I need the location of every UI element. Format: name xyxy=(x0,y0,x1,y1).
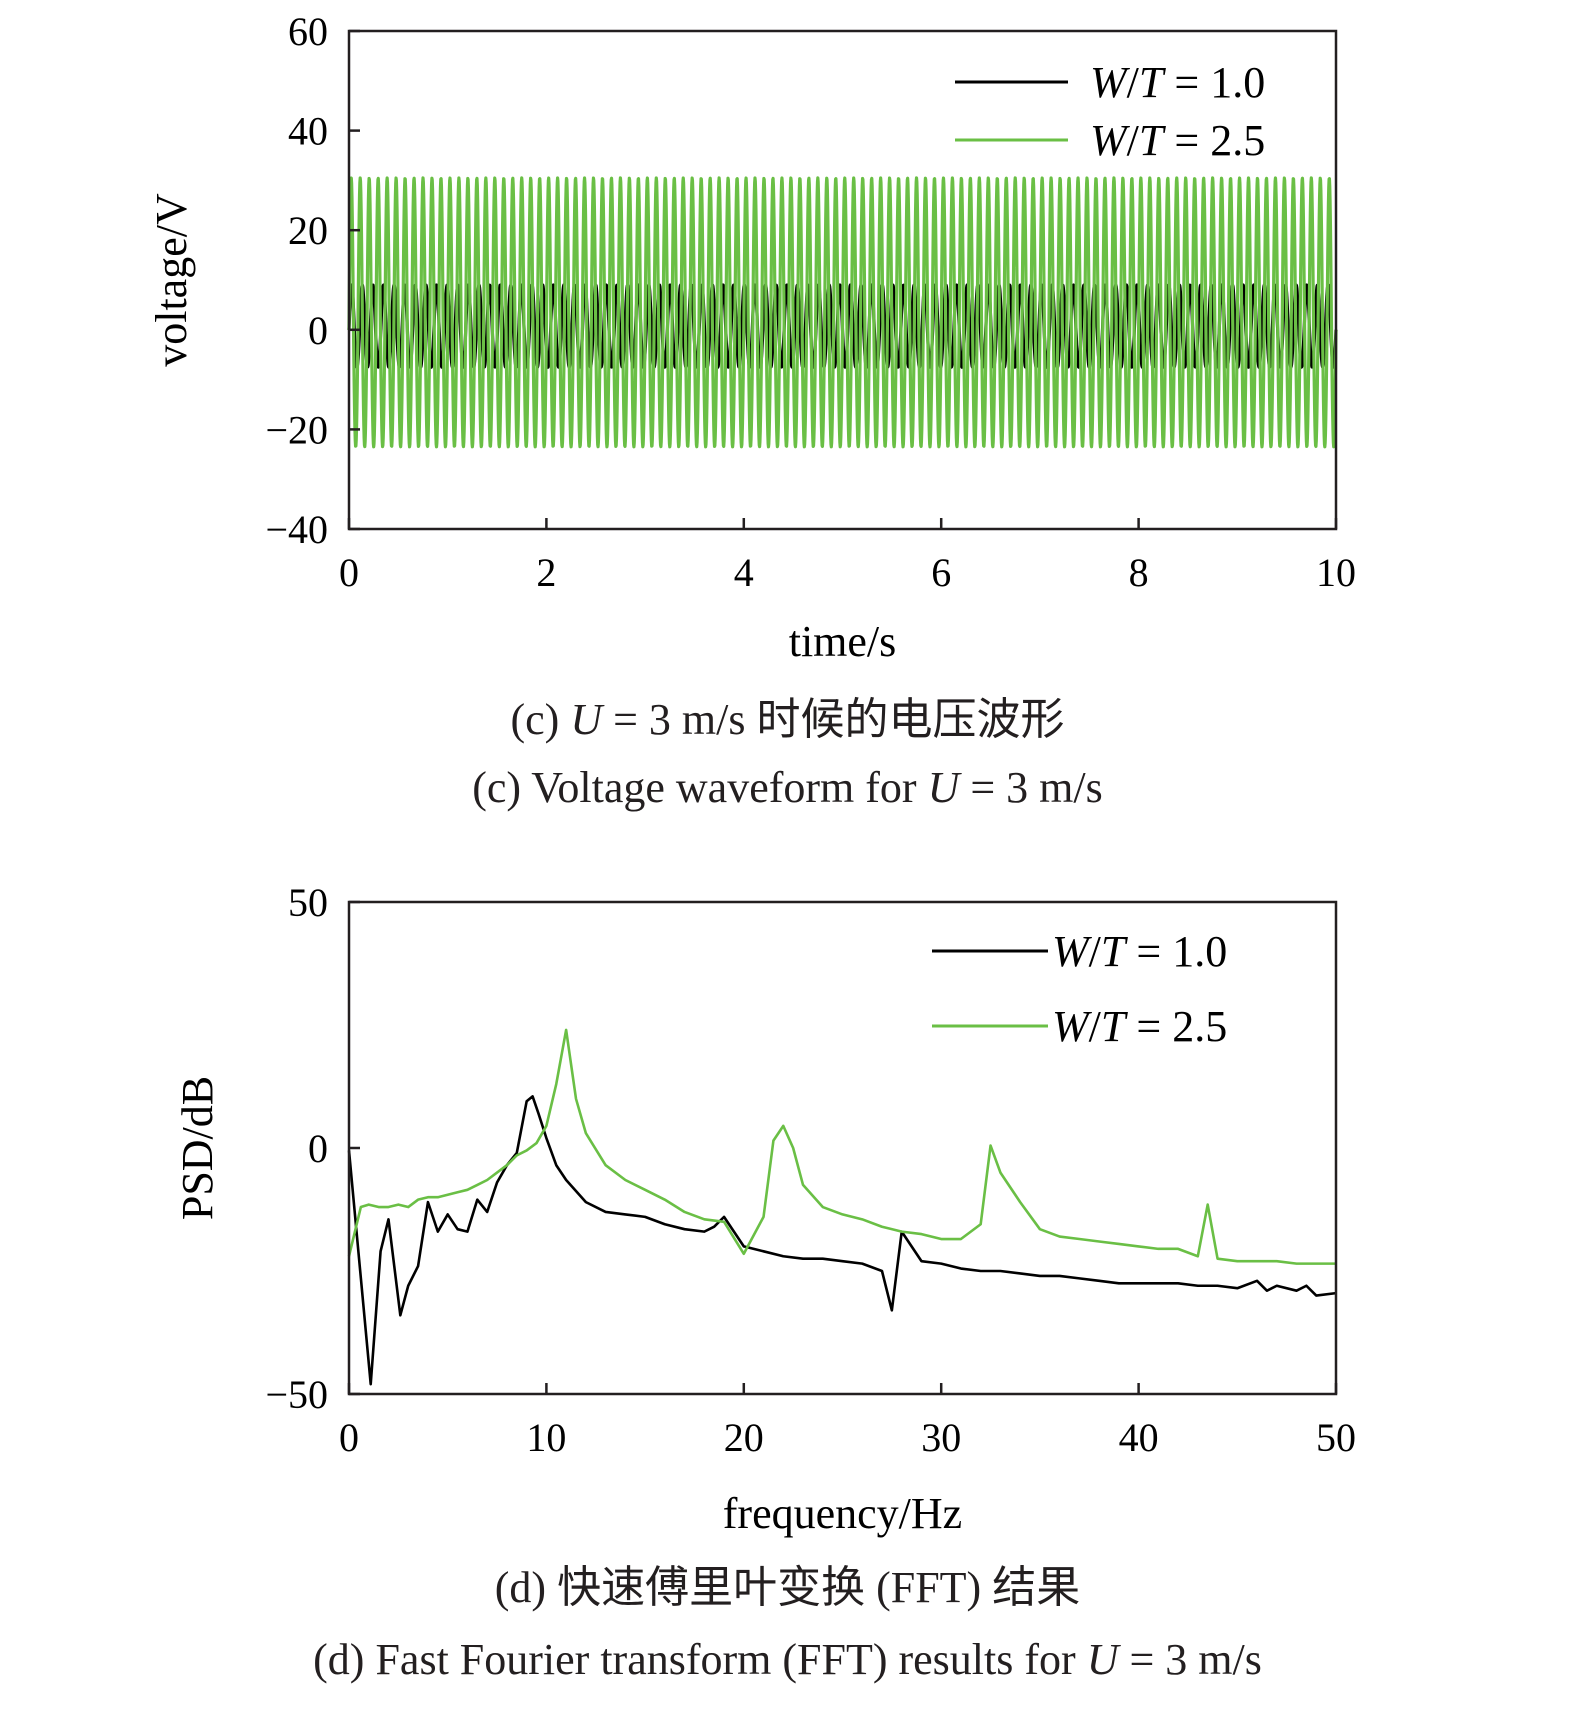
legend-label-part: / xyxy=(1127,58,1140,107)
caption-d-english: (d) Fast Fourier transform (FFT) results… xyxy=(0,1634,1575,1686)
x-tick-label: 4 xyxy=(734,550,754,595)
caption-d-chinese: (d) 快速傅里叶变换 (FFT) 结果 xyxy=(0,1562,1575,1614)
series-line-2 xyxy=(347,176,1338,449)
legend-label-part: W xyxy=(1090,58,1130,107)
y-tick-label: 40 xyxy=(288,109,328,154)
x-tick-label: 40 xyxy=(1119,1415,1159,1460)
caption-text: (d) Fast Fourier transform (FFT) results… xyxy=(313,1635,1087,1684)
legend-label-part: T xyxy=(1101,927,1129,976)
y-tick-label: 0 xyxy=(308,1126,328,1171)
x-tick-label: 2 xyxy=(536,550,556,595)
x-tick-label: 8 xyxy=(1129,550,1149,595)
legend-label-part: T xyxy=(1101,1002,1129,1051)
y-tick-label: 20 xyxy=(288,208,328,253)
legend-label-part: W xyxy=(1052,927,1092,976)
caption-text: = 3 m/s 时候的电压波形 xyxy=(602,695,1065,744)
y-tick-label: −50 xyxy=(265,1372,328,1417)
caption-c-english: (c) Voltage waveform for U = 3 m/s xyxy=(0,762,1575,814)
x-tick-label: 20 xyxy=(724,1415,764,1460)
plot-frame xyxy=(347,29,1338,531)
caption-variable: U xyxy=(927,763,960,812)
legend: W/T = 1.0W/T = 2.5 xyxy=(932,927,1227,1051)
legend-label-part: = 2.5 xyxy=(1125,1002,1227,1051)
x-tick-label: 0 xyxy=(339,1415,359,1460)
legend-label-part: T xyxy=(1139,58,1167,107)
legend-label-part: / xyxy=(1127,116,1140,165)
axis-ticks: 0 2 4 6 8 10 −40 −20 0 20 40 60 xyxy=(265,9,1356,595)
caption-variable: U xyxy=(1086,1635,1119,1684)
x-tick-label: 10 xyxy=(526,1415,566,1460)
legend-label-part: = 1.0 xyxy=(1125,927,1227,976)
legend-label-part: W xyxy=(1052,1002,1092,1051)
x-tick-label: 30 xyxy=(921,1415,961,1460)
caption-c-chinese: (c) U = 3 m/s 时候的电压波形 xyxy=(0,694,1575,746)
x-tick-label: 10 xyxy=(1316,550,1356,595)
legend-label-part: T xyxy=(1139,116,1167,165)
caption-text: = 3 m/s xyxy=(1118,1635,1262,1684)
x-axis-label: frequency/Hz xyxy=(723,1489,962,1538)
x-tick-label: 0 xyxy=(339,550,359,595)
y-tick-label: −20 xyxy=(265,407,328,452)
caption-text: (c) xyxy=(510,695,571,744)
legend-entry-label: W/T = 2.5 xyxy=(1090,116,1265,165)
legend-entry-label: W/T = 1.0 xyxy=(1090,58,1265,107)
y-tick-label: 60 xyxy=(288,9,328,54)
caption-text: = 3 m/s xyxy=(959,763,1103,812)
caption-text: (d) 快速傅里叶变换 (FFT) 结果 xyxy=(494,1563,1081,1612)
caption-text: (c) Voltage waveform for xyxy=(472,763,928,812)
y-tick-label: 0 xyxy=(308,308,328,353)
legend-label-part: = 1.0 xyxy=(1163,58,1265,107)
series-line-1 xyxy=(347,1095,1337,1386)
x-tick-label: 6 xyxy=(931,550,951,595)
legend-entry-label: W/T = 2.5 xyxy=(1052,1002,1227,1051)
series-line-2 xyxy=(347,1028,1336,1265)
y-axis-label: PSD/dB xyxy=(173,1076,222,1220)
legend-label-part: / xyxy=(1089,1002,1102,1051)
voltage-series-group xyxy=(347,176,1338,449)
legend-label-part: = 2.5 xyxy=(1163,116,1265,165)
y-axis-label: voltage/V xyxy=(147,193,196,367)
caption-variable: U xyxy=(570,695,603,744)
legend: W/T = 1.0W/T = 2.5 xyxy=(955,58,1265,165)
y-tick-label: 50 xyxy=(288,880,328,925)
y-tick-label: −40 xyxy=(265,507,328,552)
x-tick-label: 50 xyxy=(1316,1415,1356,1460)
x-axis-label: time/s xyxy=(789,617,897,666)
legend-label-part: W xyxy=(1090,116,1130,165)
legend-label-part: / xyxy=(1089,927,1102,976)
psd-series-group xyxy=(347,1028,1337,1386)
legend-entry-label: W/T = 1.0 xyxy=(1052,927,1227,976)
